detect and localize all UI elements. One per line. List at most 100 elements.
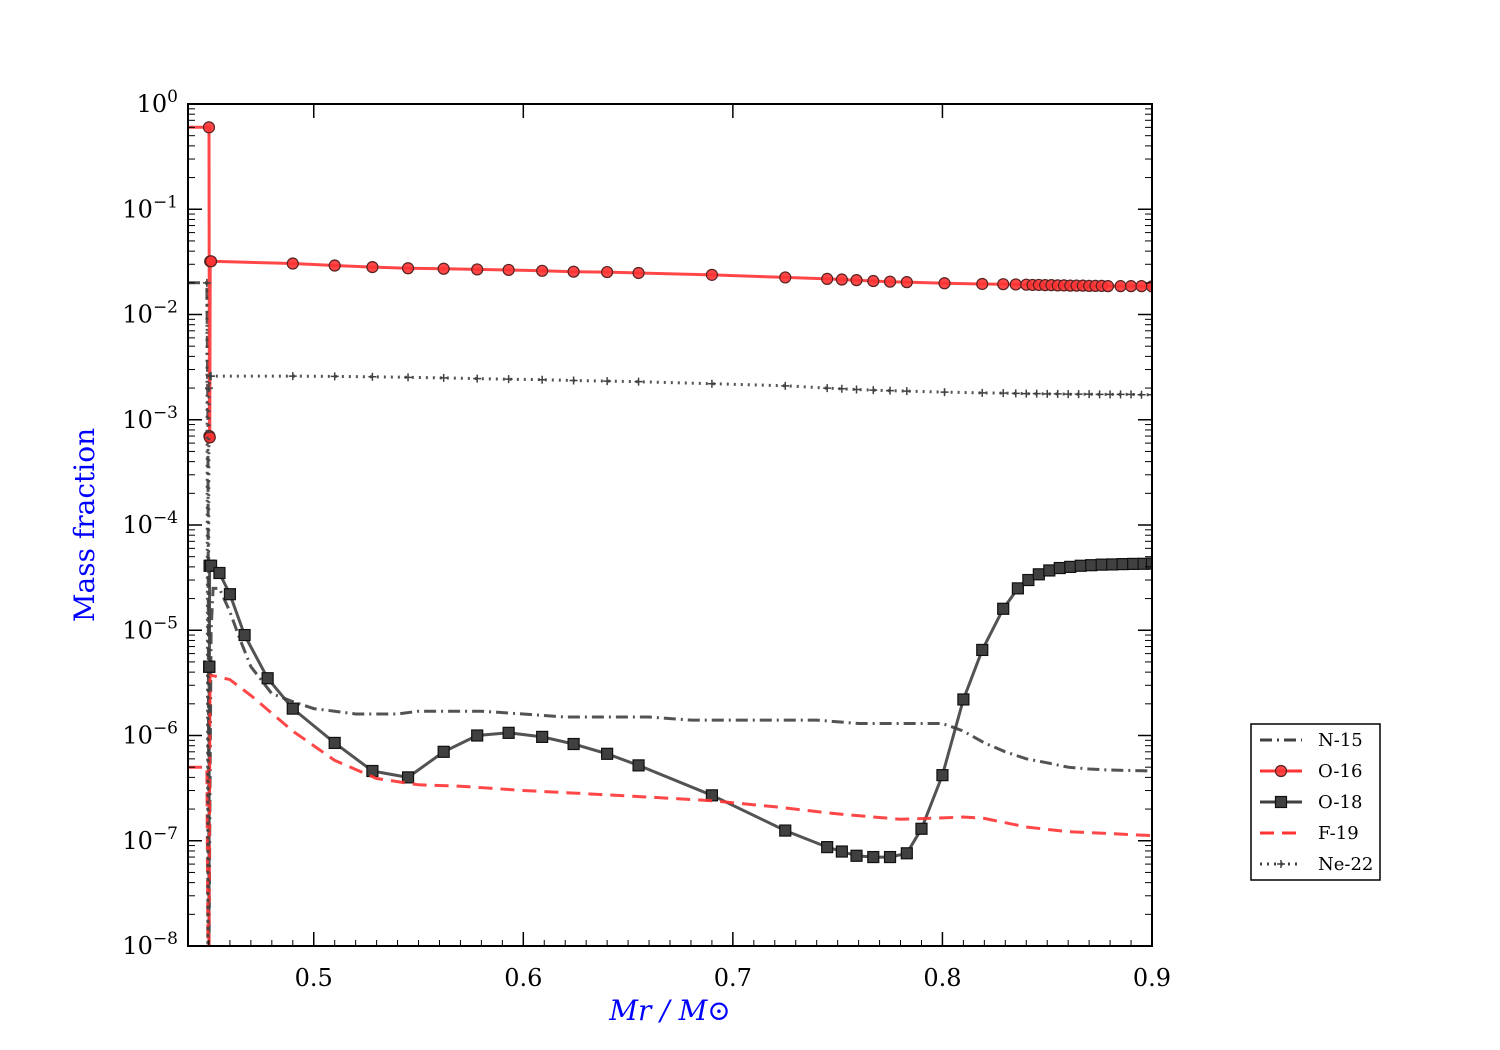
point-ne-22 [368, 372, 377, 381]
point-o-18 [536, 730, 549, 743]
point-ne-22 [852, 385, 861, 394]
legend: N-15 O-16 O-18 F-19 Ne-22 [1250, 723, 1381, 881]
point-o-18 [997, 602, 1010, 615]
y-tick-label: 10−6 [122, 719, 178, 750]
point-o-16 [821, 272, 834, 285]
point-ne-22 [823, 384, 832, 393]
point-o-18 [238, 628, 251, 642]
point-o-16 [328, 259, 341, 272]
point-ne-22 [1116, 390, 1125, 399]
point-o-18 [328, 736, 341, 750]
legend-item-ne-22: Ne-22 [1260, 854, 1373, 875]
point-ne-22 [504, 375, 513, 384]
legend-label-o-16: O-16 [1318, 761, 1362, 782]
point-ne-22 [999, 389, 1008, 398]
point-o-16 [601, 265, 614, 279]
point-o-16 [471, 263, 484, 276]
series-o-18 [203, 557, 1152, 946]
point-o-18 [915, 822, 928, 835]
point-o-16 [850, 274, 863, 287]
point-o-18 [437, 745, 450, 758]
series-f-19 [188, 674, 1152, 946]
point-ne-22 [202, 278, 211, 287]
point-o-18 [867, 850, 880, 864]
point-ne-22 [1074, 390, 1083, 399]
point-o-18 [957, 693, 970, 706]
point-ne-22 [473, 374, 482, 383]
point-ne-22 [634, 377, 643, 386]
series-line-n-15 [188, 281, 1152, 946]
point-ne-22 [1095, 390, 1104, 399]
point-o-16 [835, 273, 848, 286]
point-o-18 [1064, 560, 1077, 573]
point-o-16 [366, 261, 379, 274]
point-o-16 [401, 262, 415, 275]
point-ne-22 [330, 372, 339, 381]
point-o-16 [867, 274, 880, 288]
point-ne-22 [1043, 389, 1052, 398]
point-o-18 [1095, 558, 1108, 571]
point-ne-22 [569, 376, 578, 385]
point-o-18 [502, 726, 515, 739]
point-o-18 [1145, 557, 1152, 570]
point-ne-22 [837, 384, 846, 393]
legend-label-ne-22: Ne-22 [1318, 854, 1373, 875]
point-ne-22 [207, 372, 216, 381]
point-o-16 [632, 266, 645, 280]
point-o-18 [261, 672, 274, 685]
legend-item-f-19: F-19 [1260, 823, 1359, 844]
point-o-18 [1043, 564, 1056, 577]
legend-label-n-15: N-15 [1318, 730, 1363, 751]
point-ne-22 [1053, 389, 1062, 398]
y-tick-label: 100 [137, 87, 178, 118]
point-o-18 [1053, 561, 1066, 575]
point-o-18 [779, 824, 792, 837]
point-o-18 [223, 588, 237, 601]
y-tick-label: 10−7 [122, 824, 178, 855]
point-o-16 [779, 271, 792, 284]
series-layer [188, 121, 1152, 946]
point-ne-22 [1085, 390, 1094, 399]
point-ne-22 [288, 372, 297, 381]
point-ne-22 [439, 373, 448, 382]
point-o-16 [1101, 280, 1115, 293]
point-o-16 [938, 277, 951, 290]
point-o-16 [1145, 280, 1152, 293]
point-o-18 [1074, 559, 1087, 572]
point-ne-22 [707, 379, 716, 388]
point-ne-22 [1148, 390, 1152, 399]
legend-label-o-18: O-18 [1318, 792, 1362, 813]
point-o-18 [286, 702, 299, 715]
point-o-16 [997, 278, 1010, 291]
x-tick-label: 0.8 [923, 964, 961, 992]
point-ne-22 [1022, 389, 1031, 398]
point-o-18 [632, 759, 645, 772]
point-o-18 [203, 660, 216, 673]
point-o-18 [900, 847, 913, 860]
point-ne-22 [204, 384, 213, 393]
y-tick-label: 10−3 [122, 403, 178, 434]
y-axis-title: Mass fraction [68, 428, 101, 622]
point-o-18 [821, 841, 834, 854]
point-ne-22 [781, 381, 790, 390]
y-tick-label: 10−5 [122, 613, 178, 644]
legend-item-n-15: N-15 [1260, 730, 1363, 751]
point-o-18 [1106, 558, 1119, 571]
point-o-16 [567, 265, 580, 278]
legend-item-o-18: O-18 [1260, 792, 1362, 813]
point-o-16 [536, 264, 549, 277]
point-ne-22 [1106, 390, 1115, 399]
x-tick-label: 0.9 [1133, 964, 1171, 992]
point-ne-22 [940, 388, 949, 397]
point-o-16 [1135, 280, 1148, 293]
point-ne-22 [902, 387, 911, 396]
point-ne-22 [1127, 390, 1136, 399]
series-o-16 [188, 121, 1152, 444]
point-ne-22 [1032, 389, 1041, 398]
series-line-ne-22 [205, 282, 1152, 946]
series-line-f-19 [188, 674, 1152, 946]
y-tick-label: 10−4 [122, 508, 178, 539]
y-tick-label: 10−8 [122, 929, 178, 960]
point-o-18 [883, 850, 897, 864]
